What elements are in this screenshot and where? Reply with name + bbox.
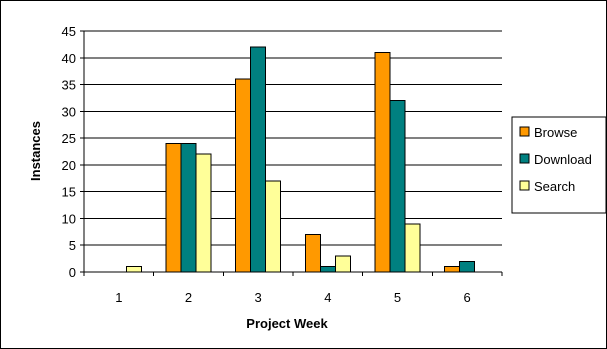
bar-browse-week-2 <box>165 142 182 273</box>
bar-download-week-4 <box>319 266 336 273</box>
y-tick-label: 15 <box>62 185 76 200</box>
y-tick-labels: 0 5 10 15 20 25 30 35 40 45 <box>62 24 76 280</box>
bar-search-week-3 <box>265 180 282 273</box>
y-tick-label: 20 <box>62 158 76 173</box>
legend-label-browse: Browse <box>534 125 577 140</box>
x-tick-label: 3 <box>255 290 262 305</box>
legend-swatch-search <box>519 180 530 191</box>
y-axis-title: Instances <box>28 121 43 181</box>
bar-browse-week-3 <box>235 78 252 273</box>
x-tick-label: 4 <box>324 290 331 305</box>
bar-download-week-3 <box>250 46 267 273</box>
x-tick-label: 5 <box>394 290 401 305</box>
axes <box>80 30 503 276</box>
bar-search-week-4 <box>334 255 351 273</box>
bar-search-week-5 <box>404 223 421 273</box>
y-tick-label: 30 <box>62 104 76 119</box>
y-tick-label: 40 <box>62 51 76 66</box>
bar-download-week-6 <box>459 260 476 273</box>
x-axis-title: Project Week <box>246 316 328 331</box>
legend-swatch-download <box>519 153 530 164</box>
y-tick-label: 25 <box>62 131 76 146</box>
y-tick-label: 0 <box>69 265 76 280</box>
legend-label-download: Download <box>534 152 592 167</box>
bar-browse-week-5 <box>374 51 391 273</box>
bar-browse-week-6 <box>444 266 461 273</box>
y-tick-label: 10 <box>62 211 76 226</box>
bar-download-week-2 <box>180 142 197 273</box>
bars <box>125 46 476 273</box>
legend-label-search: Search <box>534 179 575 194</box>
x-tick-label: 1 <box>115 290 122 305</box>
gridlines <box>84 30 502 246</box>
bar-search-week-2 <box>195 153 212 273</box>
x-tick-label: 2 <box>185 290 192 305</box>
legend: Browse Download Search <box>511 116 607 214</box>
y-tick-label: 45 <box>62 24 76 39</box>
y-tick-label: 35 <box>62 78 76 93</box>
y-tick-label: 5 <box>69 238 76 253</box>
x-tick-label: 6 <box>464 290 471 305</box>
bar-browse-week-4 <box>304 234 321 273</box>
bar-search-week-1 <box>125 266 142 273</box>
bar-download-week-5 <box>389 100 406 273</box>
x-tick-labels: 1 2 3 4 5 6 <box>115 290 471 305</box>
legend-swatch-browse <box>519 126 530 137</box>
